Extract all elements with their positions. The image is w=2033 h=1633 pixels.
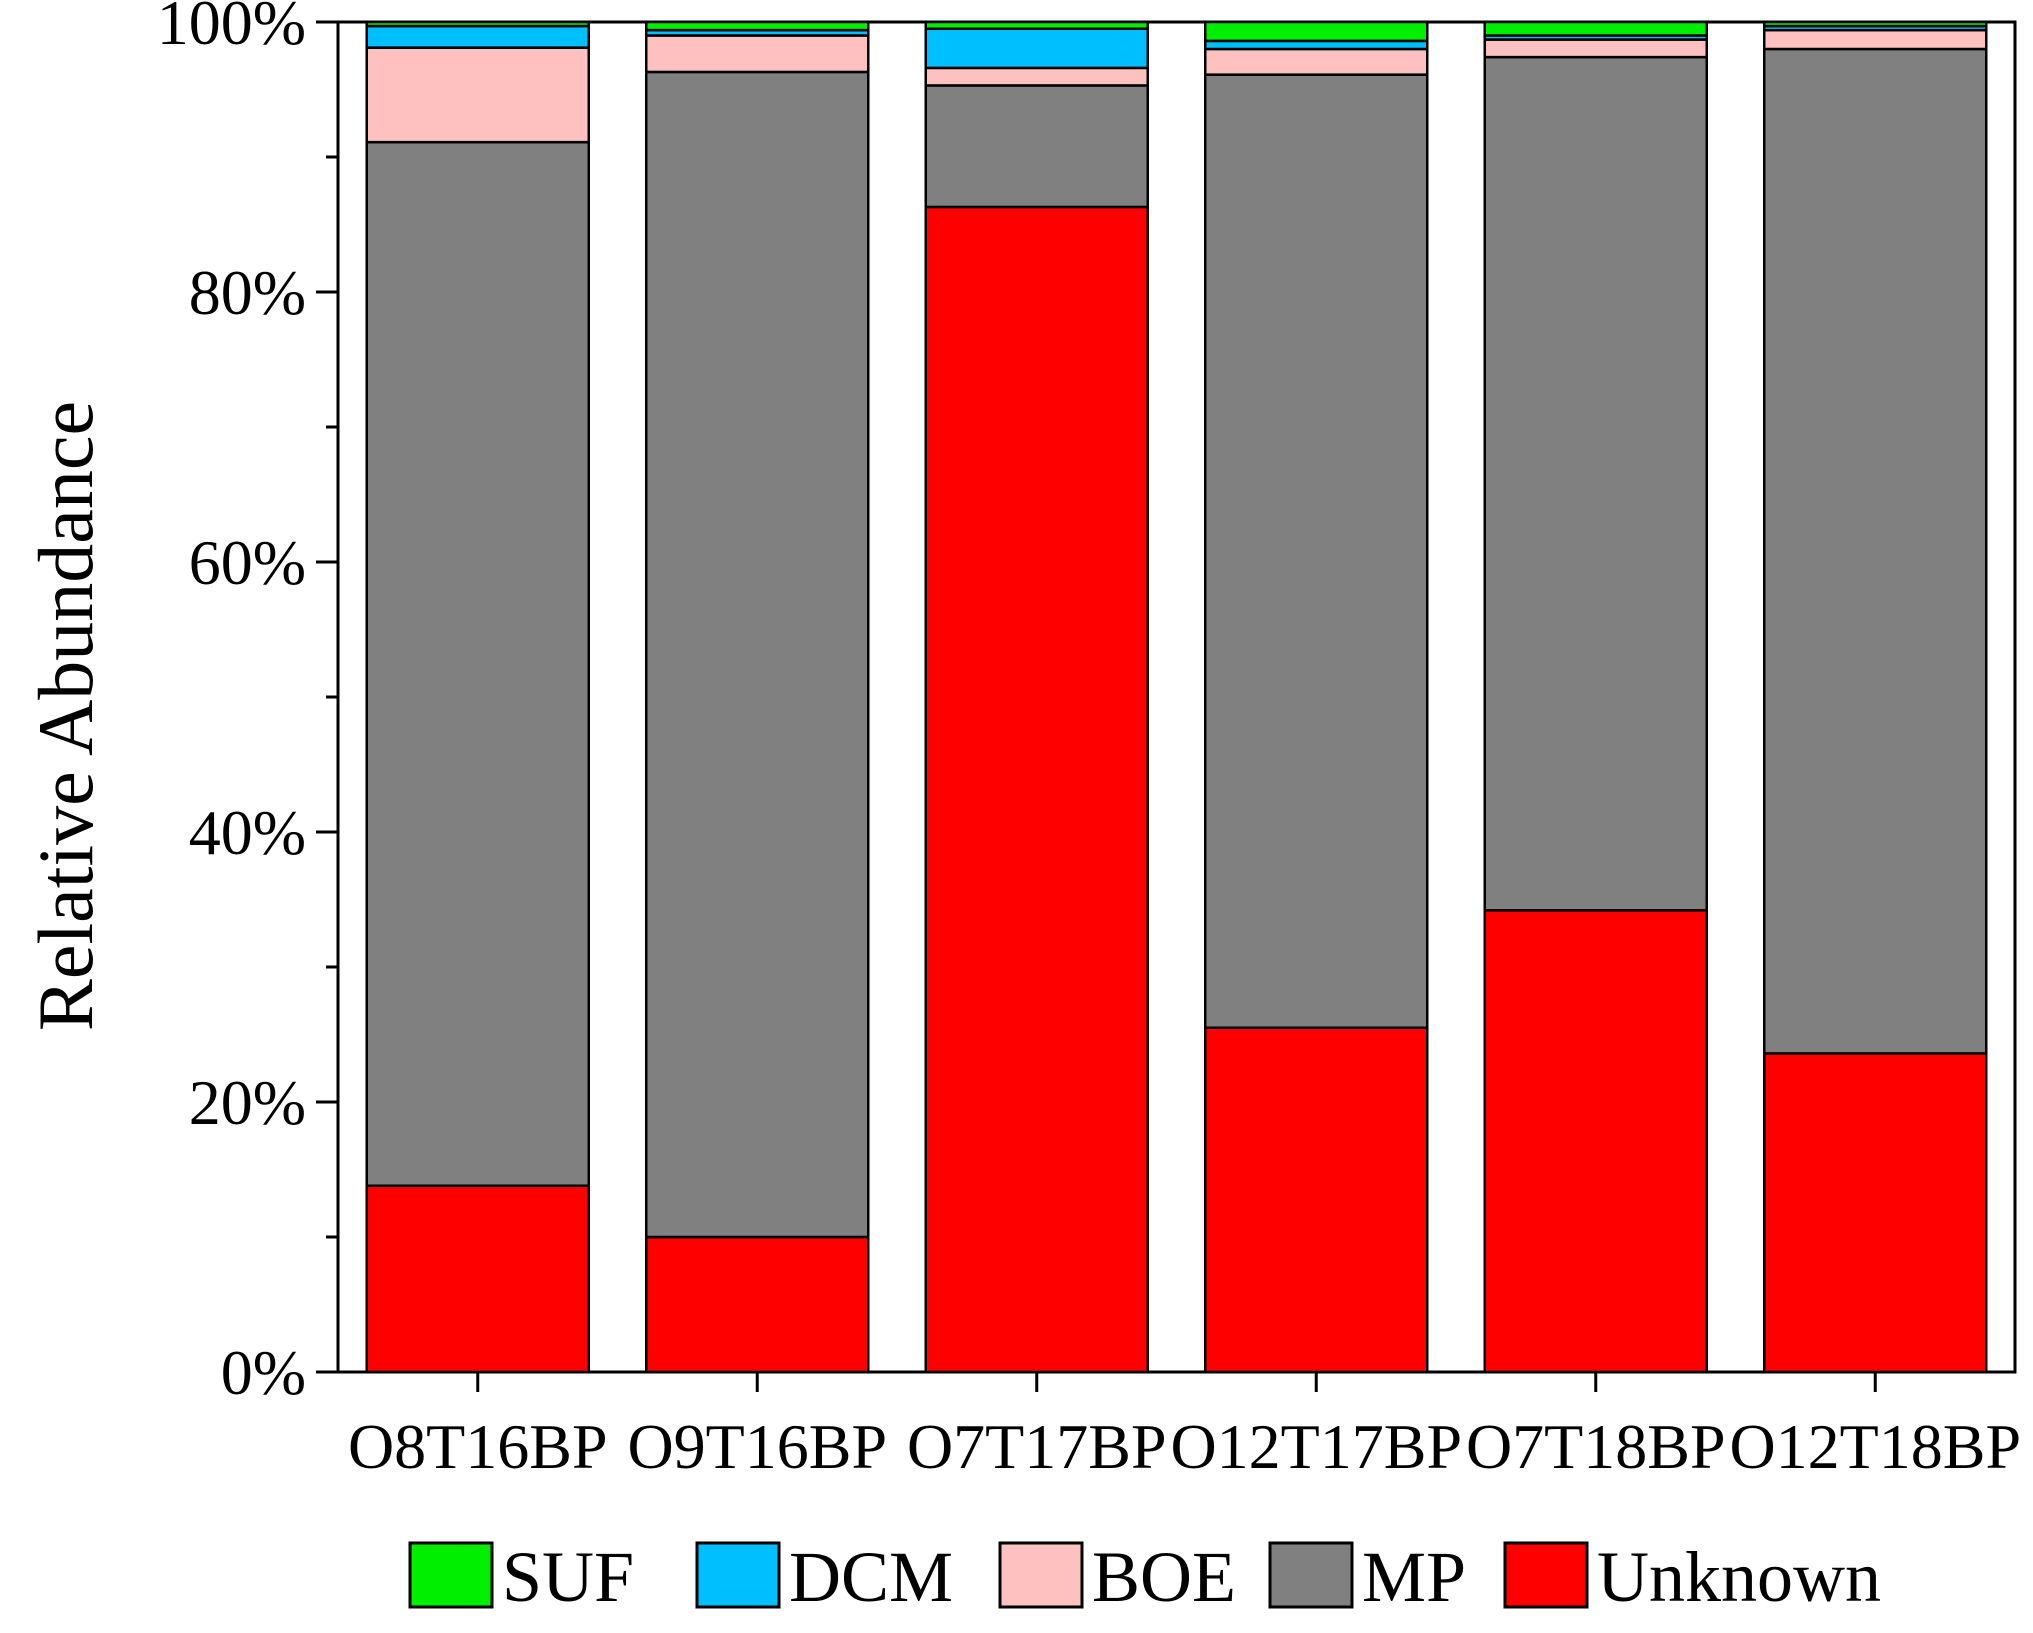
x-tick-label: O7T18BP <box>1466 1411 1726 1482</box>
legend-label: Unknown <box>1597 1537 1881 1617</box>
bar-segment-o12t18bp-boe <box>1763 28 1988 51</box>
bar-segment-o9t16bp-unknown <box>645 1235 870 1374</box>
legend-item-unknown: Unknown <box>1503 1537 1881 1617</box>
y-tick-label: 20% <box>189 1067 306 1138</box>
bar-segment-o9t16bp-mp <box>645 70 870 1239</box>
legend: SUF DCM BOE MP Unknown <box>408 1537 1881 1617</box>
bar-segment-o12t17bp-mp <box>1204 73 1429 1029</box>
x-tick-label: O7T17BP <box>907 1411 1167 1482</box>
legend-label: DCM <box>789 1537 953 1617</box>
x-tick-label: O9T16BP <box>627 1411 887 1482</box>
legend-swatch <box>695 1541 781 1609</box>
legend-item-suf: SUF <box>408 1537 634 1617</box>
bars <box>365 20 1988 1374</box>
legend-swatch <box>408 1541 494 1609</box>
bar-segment-o12t18bp-suf <box>1763 20 1988 28</box>
bar-segment-o12t17bp-boe <box>1204 47 1429 76</box>
x-tick-label: O8T16BP <box>348 1411 608 1482</box>
y-axis: 0% 20% 40% 60% 80% 100% <box>157 0 338 1408</box>
legend-swatch <box>1503 1541 1589 1609</box>
x-tick-label: O12T17BP <box>1170 1411 1462 1482</box>
bar-segment-o8t16bp-boe <box>365 46 590 144</box>
bar-segment-o8t16bp-suf <box>365 20 590 28</box>
y-tick-label: 60% <box>189 527 306 598</box>
legend-item-boe: BOE <box>998 1537 1236 1617</box>
y-tick-label: 100% <box>157 0 306 58</box>
y-axis-title: Relative Abundance <box>22 401 109 1031</box>
bar-segment-o7t17bp-unknown <box>924 205 1149 1374</box>
legend-swatch <box>998 1541 1084 1609</box>
y-tick-label: 80% <box>189 257 306 328</box>
y-tick-label: 40% <box>189 797 306 868</box>
bar-segment-o8t16bp-unknown <box>365 1184 590 1374</box>
bar-segment-o9t16bp-boe <box>645 34 870 74</box>
bar-segment-o8t16bp-mp <box>365 140 590 1187</box>
bar-segment-o7t18bp-boe <box>1483 38 1708 59</box>
x-tick-label: O12T18BP <box>1729 1411 2021 1482</box>
legend-swatch <box>1268 1541 1354 1609</box>
bar-segment-o12t18bp-unknown <box>1763 1052 1988 1374</box>
legend-label: SUF <box>502 1537 634 1617</box>
bar-segment-o7t18bp-mp <box>1483 55 1708 912</box>
bar-segment-o7t17bp-boe <box>924 66 1149 87</box>
bar-segment-o7t18bp-unknown <box>1483 909 1708 1374</box>
y-tick-label: 0% <box>221 1337 306 1408</box>
bar-segment-o8t16bp-dcm <box>365 24 590 49</box>
bar-segment-o7t18bp-suf <box>1483 20 1708 37</box>
bar-segment-o12t17bp-suf <box>1204 20 1429 43</box>
bar-segment-o12t17bp-unknown <box>1204 1026 1429 1374</box>
bar-segment-o12t18bp-mp <box>1763 47 1988 1055</box>
bar-segment-o7t17bp-mp <box>924 84 1149 209</box>
bar-segment-o7t17bp-suf <box>924 20 1149 30</box>
legend-item-dcm: DCM <box>695 1537 953 1617</box>
bar-segment-o7t17bp-dcm <box>924 27 1149 70</box>
bar-segment-o9t16bp-suf <box>645 20 870 32</box>
x-axis: O8T16BP O9T16BP O7T17BP O12T17BP O7T18BP O12T… <box>348 1372 2021 1482</box>
legend-label: BOE <box>1092 1537 1236 1617</box>
legend-item-mp: MP <box>1268 1537 1466 1617</box>
legend-label: MP <box>1362 1537 1466 1617</box>
